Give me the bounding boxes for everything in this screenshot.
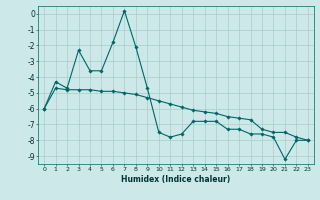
X-axis label: Humidex (Indice chaleur): Humidex (Indice chaleur) xyxy=(121,175,231,184)
